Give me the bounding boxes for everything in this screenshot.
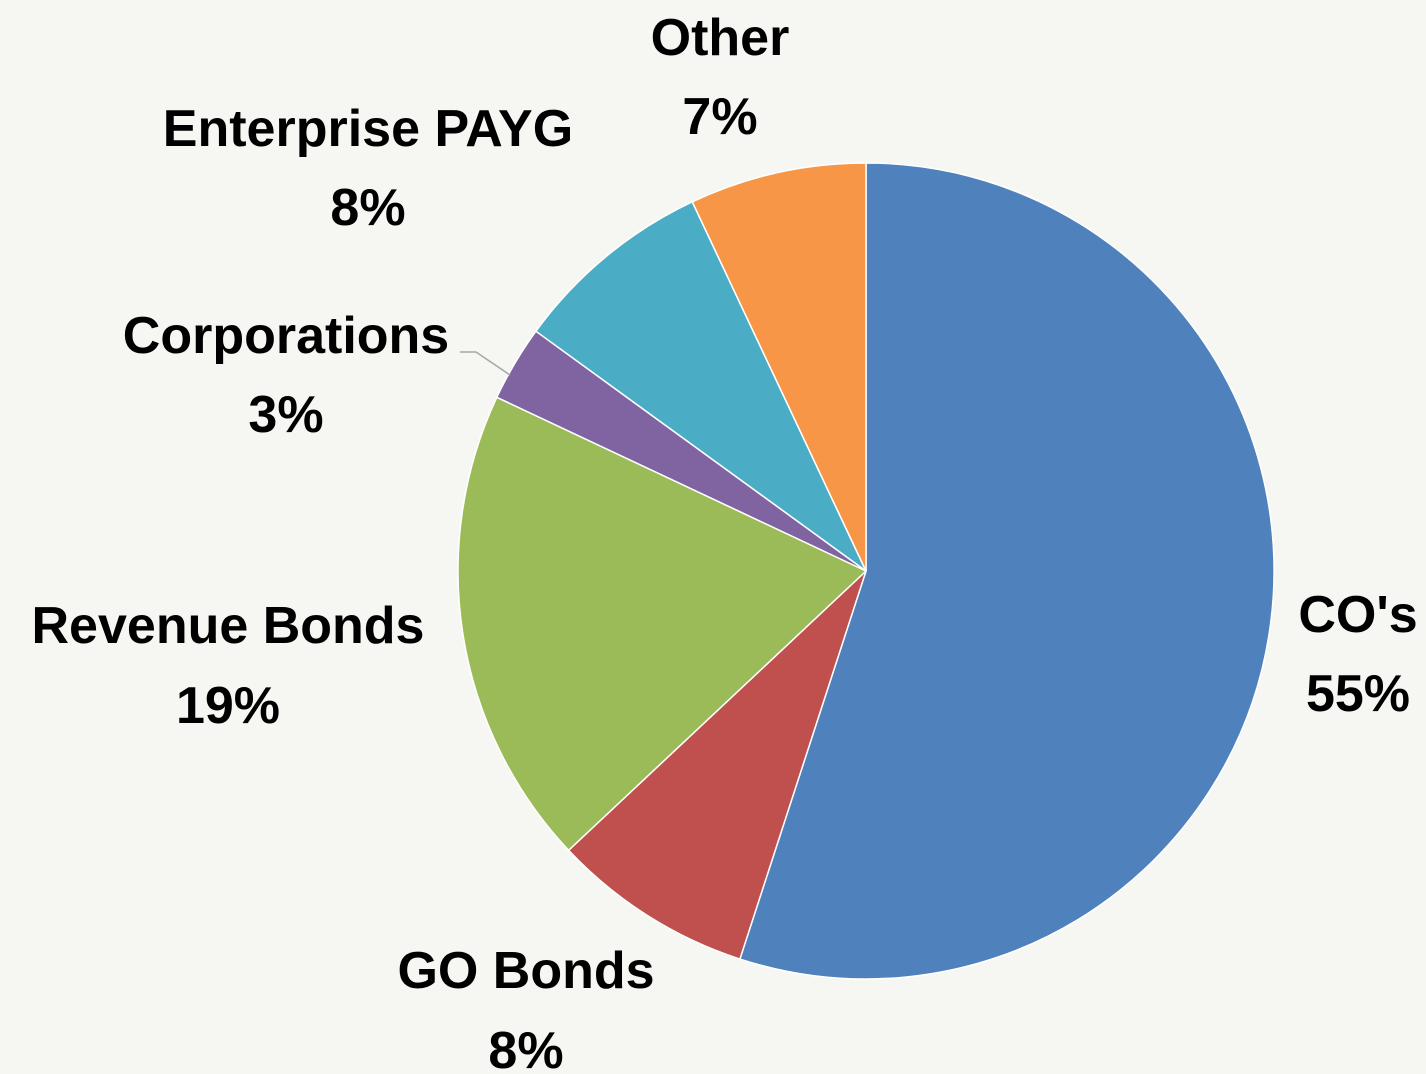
pie-slice-revenue-bonds [457,396,868,852]
slice-percent-go-bonds: 8% [488,1022,563,1074]
slice-percent-corporations: 3% [248,386,323,444]
slice-percent-co-s: 55% [1306,665,1410,723]
pie-slice-other [691,162,867,572]
slice-label-corporations: Corporations [123,307,449,365]
pie-slice-enterprise-payg [534,200,867,572]
pie-slice-go-bonds [567,570,867,960]
slice-label-enterprise-payg: Enterprise PAYG [163,100,573,158]
slice-label-go-bonds: GO Bonds [397,942,654,1000]
slice-label-revenue-bonds: Revenue Bonds [32,597,425,655]
pie-slice-co-s [738,162,1275,980]
slice-percent-enterprise-payg: 8% [330,179,405,237]
slice-label-co-s: CO's [1298,586,1417,644]
slice-percent-other: 7% [682,88,757,146]
leader-line-corporations [460,351,511,376]
pie-slices [457,162,1275,980]
data-labels: CO's 55% GO Bonds 8% Revenue Bonds 19% Corpora… [32,9,1418,1074]
slice-percent-revenue-bonds: 19% [176,677,280,735]
slice-label-other: Other [651,9,790,67]
leader-lines [460,351,511,376]
